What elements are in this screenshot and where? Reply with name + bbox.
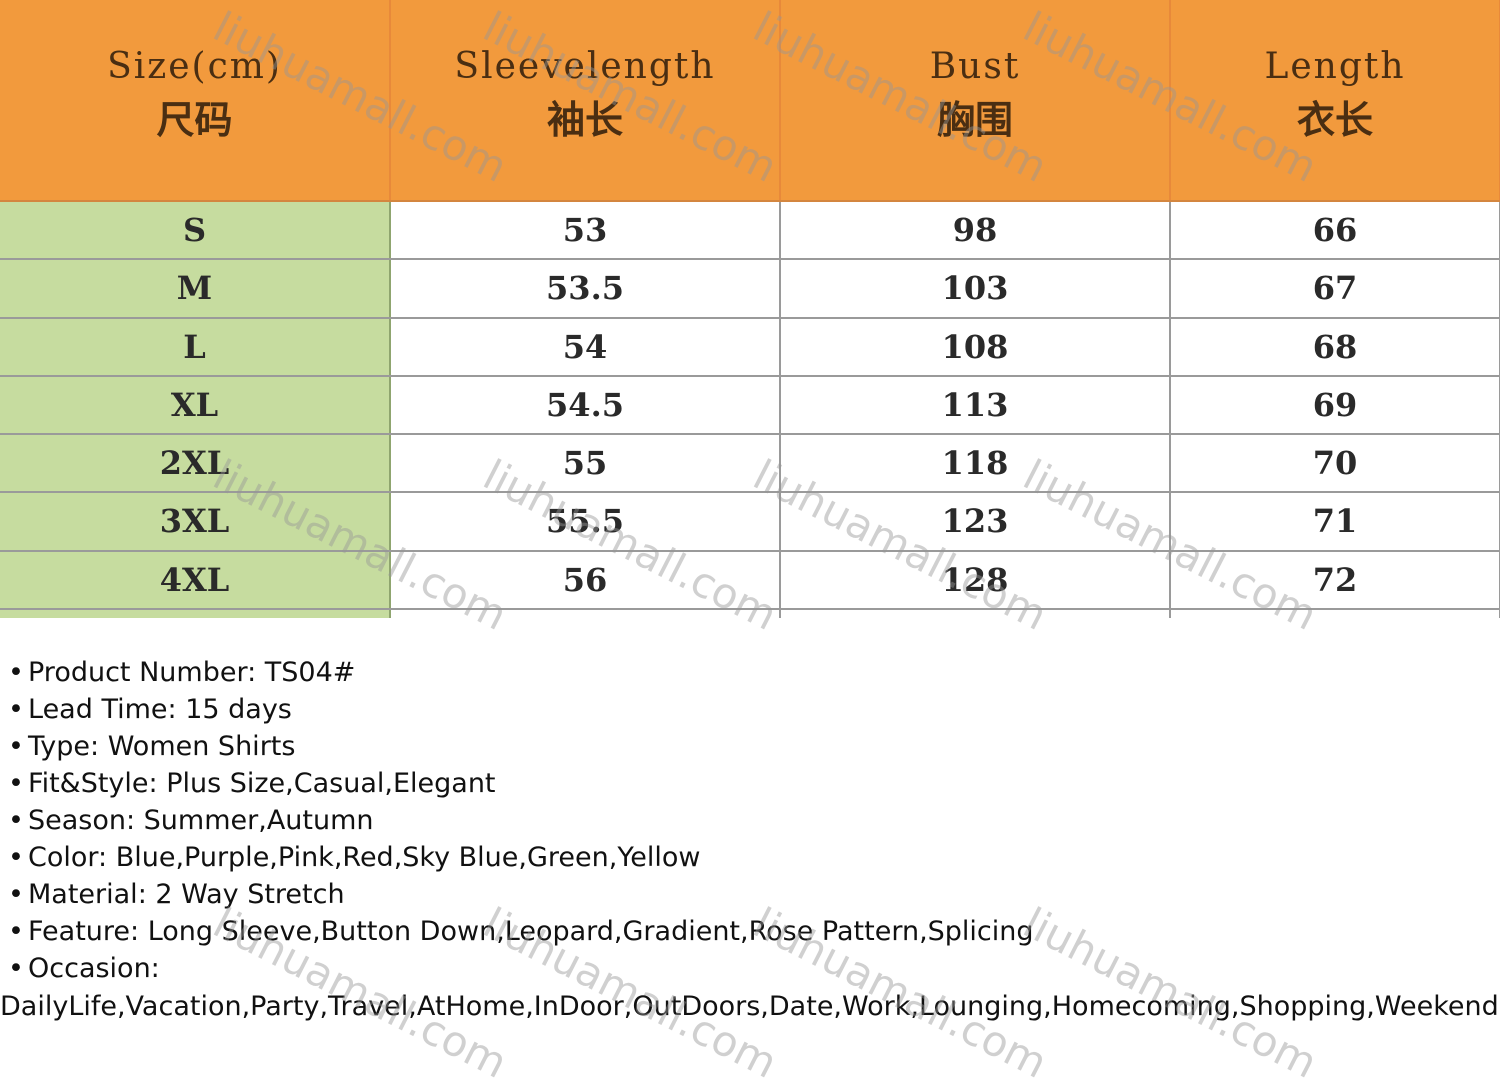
detail-material: • Material: 2 Way Stretch <box>8 876 1500 913</box>
header-length-en: Length <box>1264 46 1406 87</box>
detail-text: Type: Women Shirts <box>28 731 296 762</box>
table-row: S 53 98 66 <box>0 201 1500 261</box>
bullet: • <box>8 768 24 799</box>
size-cell: 2XL <box>0 434 391 494</box>
detail-text: Occasion: <box>28 953 160 984</box>
length-cell: 72 <box>1170 550 1500 610</box>
bullet: • <box>8 879 24 910</box>
product-details-list: • Product Number: TS04# • Lead Time: 15 da… <box>8 654 1500 987</box>
bullet: • <box>8 842 24 873</box>
detail-text: Lead Time: 15 days <box>28 694 292 725</box>
empty-cell <box>780 608 1171 618</box>
size-cell: M <box>0 259 391 319</box>
sleeve-length-cell: 53.5 <box>390 259 781 319</box>
length-cell: 70 <box>1170 434 1500 494</box>
table-row: 4XL 56 128 72 <box>0 550 1500 610</box>
sleeve-length-cell: 54 <box>390 317 781 377</box>
detail-text: Fit&Style: Plus Size,Casual,Elegant <box>28 768 496 799</box>
detail-season: • Season: Summer,Autumn <box>8 802 1500 839</box>
bust-cell: 118 <box>780 434 1171 494</box>
header-size-zh: 尺码 <box>156 97 233 142</box>
size-cell: 3XL <box>0 492 391 552</box>
sleeve-length-cell: 56 <box>390 550 781 610</box>
sleeve-length-cell: 53 <box>390 201 781 261</box>
table-row-spacer <box>0 608 1500 618</box>
detail-fit-style: • Fit&Style: Plus Size,Casual,Elegant <box>8 765 1500 802</box>
sleeve-length-cell: 54.5 <box>390 375 781 436</box>
bust-cell: 113 <box>780 375 1171 436</box>
bullet: • <box>8 694 24 725</box>
bullet: • <box>8 657 24 688</box>
bust-cell: 108 <box>780 317 1171 377</box>
sleeve-length-cell: 55.5 <box>390 492 781 552</box>
length-cell: 68 <box>1170 317 1500 377</box>
header-bust: Bust 胸围 <box>780 0 1171 202</box>
size-cell: S <box>0 201 391 261</box>
header-bust-zh: 胸围 <box>936 97 1013 142</box>
detail-text: Season: Summer,Autumn <box>28 805 374 836</box>
detail-text: Feature: Long Sleeve,Button Down,Leopard… <box>28 916 1034 947</box>
header-sleeve-length: Sleevelength 袖长 <box>390 0 781 202</box>
table-row: 2XL 55 118 70 <box>0 434 1500 494</box>
bust-cell: 103 <box>780 259 1171 319</box>
occasion-values: DailyLife,Vacation,Party,Travel,AtHome,I… <box>0 991 1500 1022</box>
detail-lead-time: • Lead Time: 15 days <box>8 691 1500 728</box>
bullet: • <box>8 916 24 947</box>
empty-cell <box>390 608 781 618</box>
header-size: Size(cm) 尺码 <box>0 0 391 202</box>
detail-product-number: • Product Number: TS04# <box>8 654 1500 691</box>
bullet: • <box>8 731 24 762</box>
size-chart-table: Size(cm) 尺码 Sleevelength 袖长 Bust 胸围 Leng… <box>0 0 1500 618</box>
table-row: 3XL 55.5 123 71 <box>0 492 1500 552</box>
detail-occasion: • Occasion: <box>8 950 1500 987</box>
detail-text: Product Number: TS04# <box>28 657 356 688</box>
detail-text: Material: 2 Way Stretch <box>28 879 345 910</box>
header-length: Length 衣长 <box>1170 0 1500 202</box>
header-bust-en: Bust <box>929 46 1021 87</box>
table-row: XL 54.5 113 69 <box>0 375 1500 436</box>
header-size-en: Size(cm) <box>107 46 282 87</box>
bust-cell: 123 <box>780 492 1171 552</box>
size-cell-empty <box>0 608 391 618</box>
bust-cell: 98 <box>780 201 1171 261</box>
header-sleeve-length-en: Sleevelength <box>454 46 716 87</box>
length-cell: 66 <box>1170 201 1500 261</box>
detail-type: • Type: Women Shirts <box>8 728 1500 765</box>
header-length-zh: 衣长 <box>1296 97 1373 142</box>
size-cell: 4XL <box>0 550 391 610</box>
detail-feature: • Feature: Long Sleeve,Button Down,Leopar… <box>8 913 1500 950</box>
header-sleeve-length-zh: 袖长 <box>546 97 623 142</box>
size-chart-header-row: Size(cm) 尺码 Sleevelength 袖长 Bust 胸围 Leng… <box>0 0 1500 202</box>
table-row: M 53.5 103 67 <box>0 259 1500 319</box>
length-cell: 67 <box>1170 259 1500 319</box>
empty-cell <box>1170 608 1500 618</box>
sleeve-length-cell: 55 <box>390 434 781 494</box>
detail-text: Color: Blue,Purple,Pink,Red,Sky Blue,Gre… <box>28 842 701 873</box>
bust-cell: 128 <box>780 550 1171 610</box>
bullet: • <box>8 805 24 836</box>
size-cell: XL <box>0 375 391 436</box>
bullet: • <box>8 953 24 984</box>
table-row: L 54 108 68 <box>0 317 1500 377</box>
length-cell: 71 <box>1170 492 1500 552</box>
detail-color: • Color: Blue,Purple,Pink,Red,Sky Blue,Gr… <box>8 839 1500 876</box>
length-cell: 69 <box>1170 375 1500 436</box>
size-cell: L <box>0 317 391 377</box>
